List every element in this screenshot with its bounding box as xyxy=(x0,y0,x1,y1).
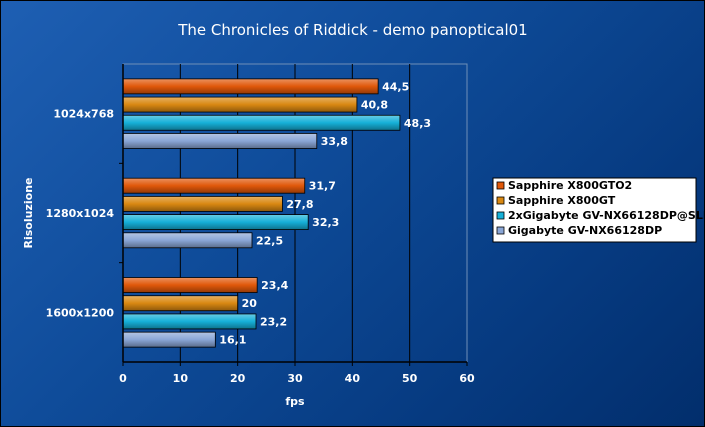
legend-label: Gigabyte GV-NX66128DP xyxy=(508,224,662,237)
bar xyxy=(122,295,239,312)
chart-title: The Chronicles of Riddick - demo panopti… xyxy=(177,21,527,39)
legend-label: 2xGigabyte GV-NX66128DP@SLI xyxy=(508,209,704,222)
data-label: 48,3 xyxy=(404,117,431,130)
bar xyxy=(122,78,379,95)
data-label: 23,2 xyxy=(260,315,287,328)
x-tick-label: 40 xyxy=(345,372,361,385)
legend-swatch xyxy=(496,226,505,235)
x-tick-label: 30 xyxy=(287,372,303,385)
data-label: 27,8 xyxy=(286,198,313,211)
bar xyxy=(122,177,306,194)
category-label: 1600x1200 xyxy=(46,306,115,319)
legend-label: Sapphire X800GTO2 xyxy=(508,179,632,192)
axes: 0 10 20 30 40 50 60 1024x768 1280x1024 1600x1200 xyxy=(46,64,475,385)
bar xyxy=(122,214,309,231)
bar xyxy=(122,331,216,348)
x-axis-label: fps xyxy=(285,395,305,408)
bars: 44,5 40,8 48,3 33,8 31,7 27,8 32,3 22,5 23,42023… xyxy=(122,78,431,348)
grid-lines xyxy=(179,64,411,362)
bar xyxy=(122,195,283,212)
x-tick-label: 50 xyxy=(402,372,418,385)
legend-swatch xyxy=(496,196,505,205)
x-tick-label: 10 xyxy=(173,372,189,385)
data-label: 32,3 xyxy=(312,216,339,229)
bar xyxy=(122,96,358,113)
bar xyxy=(122,313,257,330)
legend-label: Sapphire X800GT xyxy=(508,194,616,207)
y-axis-label: Risoluzione xyxy=(22,178,35,249)
data-label: 33,8 xyxy=(321,135,348,148)
data-label: 44,5 xyxy=(382,80,409,93)
bar xyxy=(122,133,318,149)
data-label: 31,7 xyxy=(309,180,336,193)
bar xyxy=(122,277,258,293)
legend-swatch xyxy=(496,211,505,220)
bar xyxy=(122,114,401,131)
data-label: 16,1 xyxy=(219,334,246,347)
x-tick-label: 60 xyxy=(459,372,475,385)
bar xyxy=(122,232,253,249)
data-label: 22,5 xyxy=(256,234,283,247)
x-tick-label: 20 xyxy=(230,372,246,385)
data-label: 40,8 xyxy=(361,99,388,112)
legend-box xyxy=(492,177,697,243)
category-label: 1280x1024 xyxy=(46,207,115,220)
x-tick-label: 0 xyxy=(119,372,127,385)
legend: Sapphire X800GTO2 Sapphire X800GT 2xGigaby… xyxy=(492,177,704,243)
data-label: 23,4 xyxy=(261,279,288,292)
category-label: 1024x768 xyxy=(53,108,114,121)
data-label: 20 xyxy=(242,297,258,310)
legend-swatch xyxy=(496,181,505,190)
